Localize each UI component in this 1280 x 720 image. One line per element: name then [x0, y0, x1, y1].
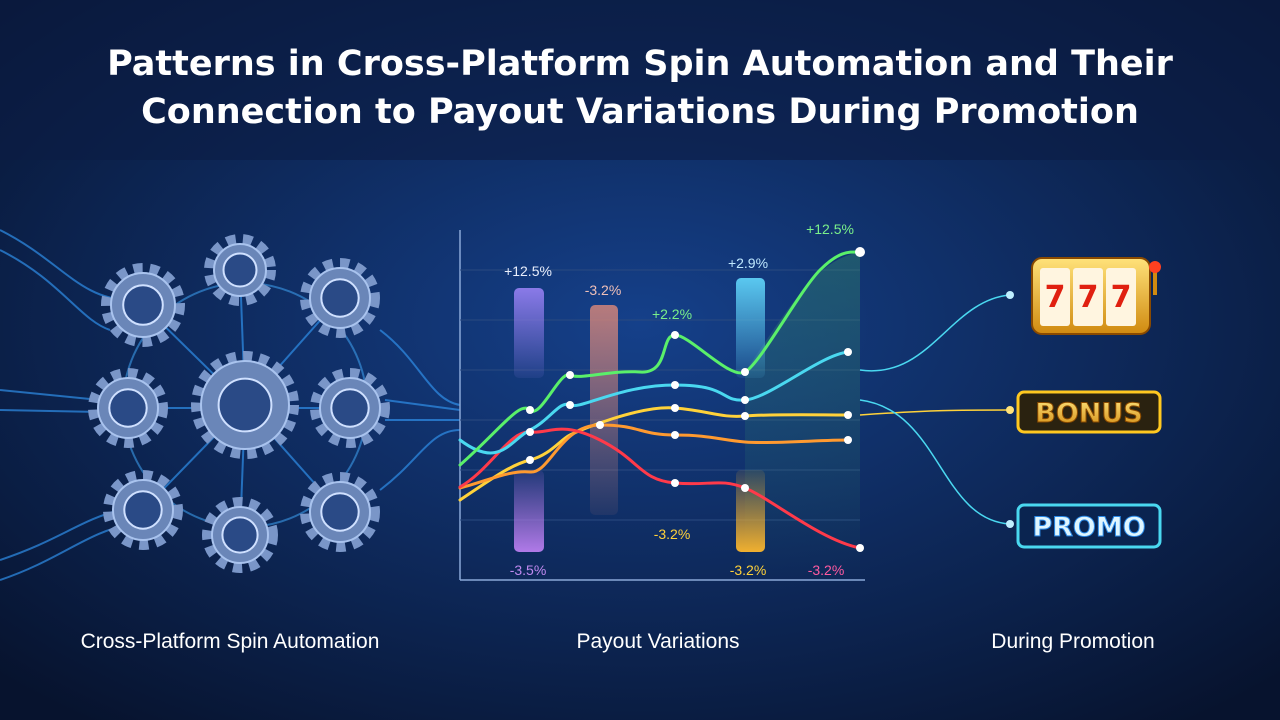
gear-part	[300, 472, 380, 552]
annotation: +12.5%	[806, 221, 854, 237]
gear	[88, 368, 168, 448]
badge: PROMO	[1032, 512, 1145, 543]
connectors	[859, 291, 1014, 528]
gear	[191, 351, 299, 459]
annotation: -3.2%	[808, 562, 845, 578]
annotation: -3.2%	[585, 282, 622, 298]
gear-part	[222, 252, 258, 288]
title: Patterns in Cross-Platform Spin Automati…	[107, 44, 1174, 84]
slot-machine: 7 7 7	[1031, 257, 1161, 335]
chart-annotations: +12.5% -3.2% +2.2% +2.9% +12.5% -3.2% -3…	[504, 221, 854, 578]
gear-part	[101, 263, 185, 347]
reel: 7	[1078, 280, 1099, 315]
gear-part	[320, 278, 360, 318]
gear	[103, 470, 183, 550]
gear	[101, 263, 185, 347]
gear-part	[88, 368, 168, 448]
title: Connection to Payout Variations During P…	[141, 92, 1139, 132]
promo-badge: PROMO	[1016, 503, 1162, 549]
annotation: +2.2%	[652, 306, 692, 322]
annotation: -3.5%	[510, 562, 547, 578]
gear-part	[320, 492, 360, 532]
gear	[300, 472, 380, 552]
gear	[310, 368, 390, 448]
gear-part	[221, 516, 259, 554]
reel: 7	[1111, 280, 1132, 315]
annotation: -3.2%	[654, 526, 691, 542]
annotation: +2.9%	[728, 255, 768, 271]
title-band	[0, 0, 1280, 160]
gear-part	[202, 497, 278, 573]
gear-part	[217, 377, 273, 433]
section-label: During Promotion	[991, 630, 1154, 653]
bonus-badge: BONUS	[1016, 390, 1162, 434]
gear	[300, 258, 380, 338]
gear-part	[204, 234, 276, 306]
gear-network	[88, 234, 390, 573]
gear-part	[300, 258, 380, 338]
gear-part	[310, 368, 390, 448]
annotation: -3.2%	[730, 562, 767, 578]
reel: 7	[1045, 280, 1066, 315]
section-label: Cross-Platform Spin Automation	[81, 630, 380, 653]
gear-part	[123, 490, 163, 530]
chart-area	[458, 230, 865, 581]
gear	[202, 497, 278, 573]
gear	[204, 234, 276, 306]
gear-part	[103, 470, 183, 550]
section-label: Payout Variations	[576, 630, 739, 653]
gear-part	[191, 351, 299, 459]
gear-part	[330, 388, 370, 428]
gear-part	[108, 388, 148, 428]
badge: BONUS	[1035, 398, 1143, 429]
annotation: +12.5%	[504, 263, 552, 279]
gear-part	[122, 284, 164, 326]
